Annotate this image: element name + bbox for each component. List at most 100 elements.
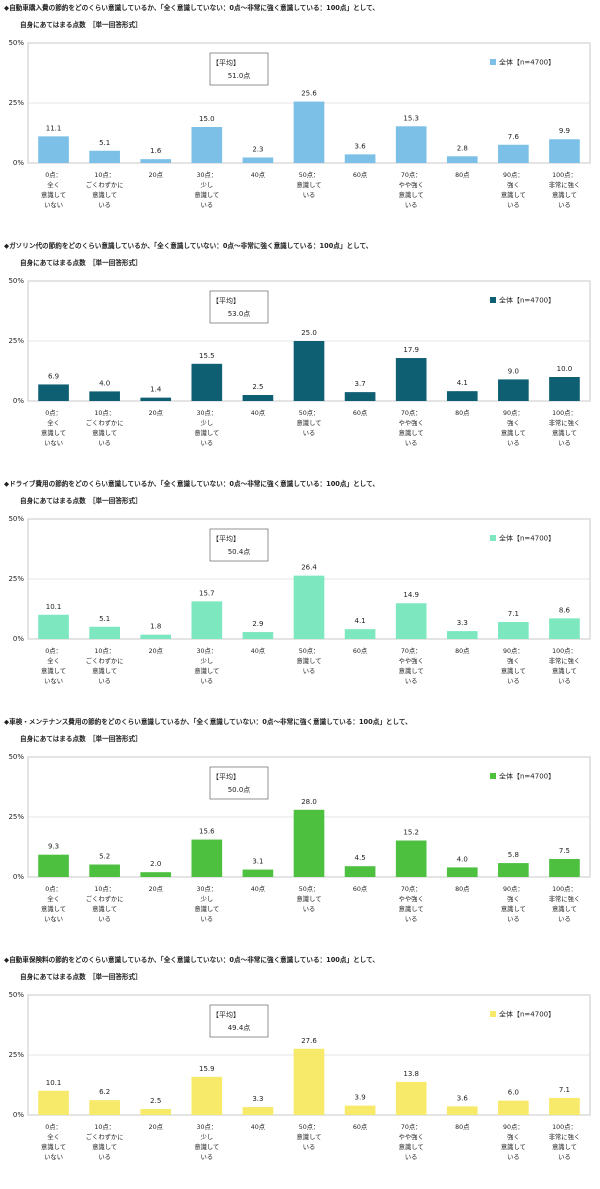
x-tick-label: いる [201,1153,214,1161]
value-label: 4.1 [355,617,366,625]
x-tick-label: 60点 [353,1123,367,1131]
x-tick-label: 意識して [552,666,577,675]
x-tick-label: 0点： [45,647,62,655]
x-tick-label: 60点 [353,409,367,417]
x-tick-label: 強く [507,181,520,189]
bar [549,1097,580,1115]
x-tick-label: 強く [507,895,520,903]
x-tick-label: いる [303,905,316,913]
legend-label: 全体【n=4700】 [499,1010,555,1019]
average-box [209,766,269,800]
x-tick-label: いる [303,1143,316,1151]
value-label: 10.1 [46,1079,62,1087]
x-tick-label: いる [98,201,111,209]
x-tick-label: いる [558,1153,571,1161]
value-label: 2.0 [150,860,161,868]
x-tick-label: 意識して [297,418,322,427]
bar [191,839,223,877]
legend-label: 全体【n=4700】 [499,296,555,305]
bar [498,379,529,401]
y-tick-label: 0% [13,635,24,643]
x-tick-label: 80点 [455,171,469,179]
x-tick-label: 全く [47,180,60,189]
bar [395,603,427,639]
y-tick-label: 25% [8,99,24,107]
chart-title: ◆車検・メンテナンス費用の節約をどのくらい意識しているか、「全く意識していない：… [4,717,412,726]
value-label: 28.0 [301,798,317,806]
x-tick-label: 80点 [455,1123,469,1131]
x-tick-label: いる [201,201,214,209]
value-label: 2.3 [252,145,263,153]
x-tick-label: やや強く [399,895,424,903]
value-label: 17.9 [403,346,419,354]
average-box [209,290,269,324]
value-label: 5.2 [99,853,110,861]
y-tick-label: 25% [8,1051,24,1059]
x-tick-label: ごくわずかに [86,1132,124,1141]
value-label: 1.6 [150,147,162,155]
bar [446,391,478,401]
bar [140,872,172,877]
bar [293,1048,325,1115]
x-tick-label: 50点： [299,409,320,417]
x-tick-label: いる [507,915,520,923]
x-tick-label: 10点： [94,647,115,655]
value-label: 9.3 [48,843,59,851]
y-tick-label: 25% [8,813,24,821]
x-tick-label: 20点 [149,647,163,655]
x-tick-label: 90点： [503,409,524,417]
x-tick-label: いる [405,439,418,447]
x-tick-label: いる [405,677,418,685]
x-tick-label: いる [303,191,316,199]
y-tick-label: 50% [8,515,24,523]
bar [140,1109,172,1115]
y-tick-label: 50% [8,991,24,999]
value-label: 6.2 [99,1088,110,1096]
bar [242,395,274,401]
x-tick-label: 意識して [501,666,526,675]
bar [191,601,223,639]
x-tick-label: 意識して [552,190,577,199]
x-tick-label: 意識して [41,428,66,437]
x-tick-label: 0点： [45,885,62,893]
x-tick-label: 意識して [501,428,526,437]
value-label: 15.6 [199,828,215,836]
bar [549,618,580,639]
average-box [209,528,269,562]
value-label: 2.5 [150,1097,161,1105]
x-tick-label: いる [98,915,111,923]
average-heading: 【平均】 [212,58,240,67]
value-label: 3.6 [355,142,367,150]
x-tick-label: 少し [201,1133,214,1141]
bar [498,144,529,163]
legend-swatch [490,773,496,779]
x-tick-label: 非常に強く [549,656,580,665]
x-tick-label: 少し [201,181,214,189]
x-tick-label: いる [303,667,316,675]
x-tick-label: 60点 [353,885,367,893]
x-tick-label: 全く [47,418,60,427]
x-tick-label: 60点 [353,171,367,179]
x-tick-label: 意識して [194,428,219,437]
x-tick-label: 意識して [552,428,577,437]
value-label: 3.6 [457,1094,469,1102]
value-label: 3.3 [457,619,468,627]
x-tick-label: やや強く [399,1133,424,1141]
x-tick-label: 意識して [501,190,526,199]
x-tick-label: 意識して [297,180,322,189]
x-tick-label: 意識して [552,1142,577,1151]
x-tick-label: いる [303,429,316,437]
average-heading: 【平均】 [212,534,240,543]
chart-title: ◆ドライブ費用の節約をどのくらい意識しているか、「全く意識していない：0点～非常… [4,479,379,488]
value-label: 10.1 [46,603,62,611]
bar [395,358,427,401]
x-tick-label: 意識して [41,190,66,199]
y-tick-label: 50% [8,753,24,761]
x-tick-label: 意識して [194,904,219,913]
x-tick-label: ごくわずかに [86,894,124,903]
bar [344,392,376,401]
legend-label: 全体【n=4700】 [499,534,555,543]
x-tick-label: いる [558,915,571,923]
chart-title: ◆ガソリン代の節約をどのくらい意識しているか、「全く意識していない：0点～非常に… [4,241,372,250]
x-tick-label: 意識して [399,190,424,199]
